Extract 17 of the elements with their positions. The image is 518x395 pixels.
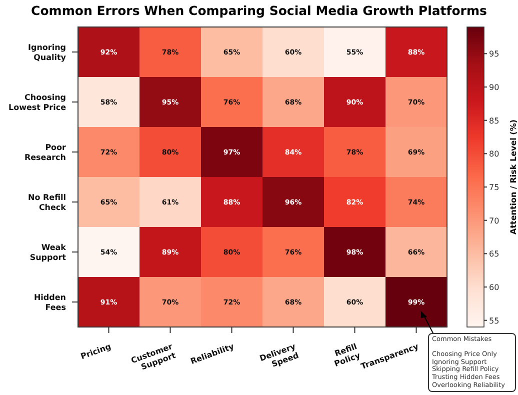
color-bar-label: 80 — [489, 150, 500, 159]
color-bar-label: 60 — [489, 283, 500, 292]
color-bar-label: 75 — [489, 183, 500, 192]
y-tick-label: Ignoring Quality — [28, 42, 67, 62]
color-bar-label: 70 — [489, 216, 500, 226]
color-bar-label: 55 — [489, 316, 500, 326]
color-bar-label: 65 — [489, 250, 500, 259]
y-tick-label: Poor Research — [24, 142, 66, 162]
color-bar-label: 85 — [489, 116, 500, 126]
chart-title: Common Errors When Comparing Social Media Growth Platforms — [30, 3, 488, 18]
color-bar-label: 90 — [489, 83, 500, 92]
color-bar-label: 95 — [489, 50, 500, 59]
y-tick-label: Hidden Fees — [34, 292, 66, 312]
y-tick-label: No Refill Check — [28, 192, 67, 212]
y-tick-label: Choosing Lowest Price — [8, 92, 67, 112]
y-tick-label: Weak Support — [30, 242, 67, 262]
color-bar-title: Attention / Risk Level (%) — [509, 120, 518, 234]
